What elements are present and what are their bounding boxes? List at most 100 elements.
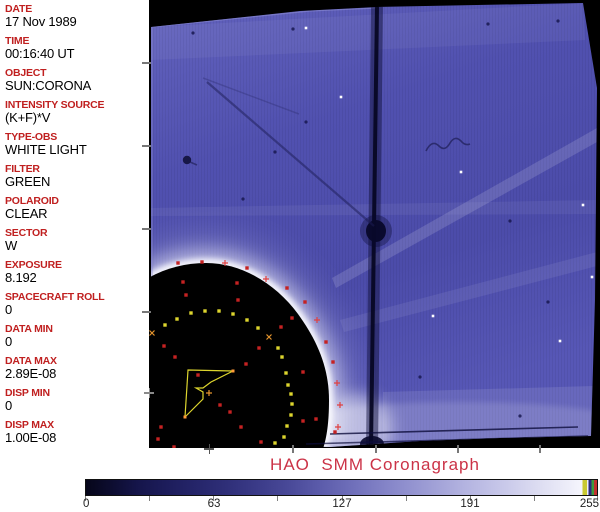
dark-speck xyxy=(241,197,245,201)
colorbar-label-255: 255 xyxy=(579,498,599,510)
bottom-axis-tick xyxy=(375,445,377,453)
field-value: WHITE LIGHT xyxy=(5,142,87,157)
field-time: TIME 00:16:40 UT xyxy=(5,36,149,61)
yellow-dot-marker xyxy=(217,309,221,313)
red-dot-marker xyxy=(324,340,328,344)
yellow-dot-marker xyxy=(163,323,167,327)
field-label: DATE xyxy=(5,3,33,15)
yellow-dot-marker xyxy=(273,441,277,445)
field-value: 00:16:40 UT xyxy=(5,46,75,61)
bottom-axis-tick xyxy=(292,445,294,453)
bottom-axis-tick xyxy=(457,445,459,453)
field-value: CLEAR xyxy=(5,206,48,221)
red-plus-marker xyxy=(263,276,269,282)
field-value: W xyxy=(5,238,18,253)
red-plus-marker xyxy=(314,317,320,323)
colorbar-label-191: 191 xyxy=(460,498,480,510)
field-label: SECTOR xyxy=(5,227,48,239)
field-value: 0 xyxy=(5,302,13,317)
red-plus-marker xyxy=(337,402,343,408)
field-type-obs: TYPE-OBS WHITE LIGHT xyxy=(5,132,149,157)
dust-blob-tail xyxy=(189,161,198,166)
left-axis-plus-tick xyxy=(148,388,150,398)
red-dot-marker xyxy=(239,425,243,429)
red-dot-marker xyxy=(257,346,261,350)
field-label: DATA MAX xyxy=(5,355,57,367)
pylon-foot xyxy=(360,436,384,447)
field-value: 17 Nov 1989 xyxy=(5,14,77,29)
dark-speck xyxy=(518,414,522,418)
red-dot-marker xyxy=(218,403,222,407)
dark-speck xyxy=(508,219,512,223)
dark-speck xyxy=(418,375,422,379)
field-object: OBJECT SUN:CORONA xyxy=(5,68,149,93)
field-label: OBJECT xyxy=(5,67,47,79)
pylon-blob xyxy=(366,220,386,242)
dark-speck xyxy=(291,27,295,31)
image-markers xyxy=(149,19,594,448)
field-date: DATE 17 Nov 1989 xyxy=(5,4,149,29)
field-disp-max: DISP MAX 1.00E-08 xyxy=(5,420,149,445)
field-label: TIME xyxy=(5,35,30,47)
field-spacecraft-roll: SPACECRAFT ROLL 0 xyxy=(5,292,149,317)
calibration-polygon xyxy=(184,369,234,419)
field-data-min: DATA MIN 0 xyxy=(5,324,149,349)
star-speck xyxy=(304,26,308,30)
red-plus-marker xyxy=(222,260,228,266)
bottom-axis-tick xyxy=(539,445,541,453)
red-plus-marker xyxy=(334,380,340,386)
dust-blob xyxy=(182,155,192,165)
field-sector: SECTOR W xyxy=(5,228,149,253)
yellow-dot-marker xyxy=(285,424,289,428)
orange-plus-marker xyxy=(206,390,212,396)
yellow-dot-marker xyxy=(290,402,294,406)
occulting-disk xyxy=(149,263,329,448)
intensity-colorbar xyxy=(85,479,598,496)
field-label: EXPOSURE xyxy=(5,259,62,271)
yellow-dot-marker xyxy=(289,413,293,417)
red-dot-marker xyxy=(331,360,335,364)
colorbar-label-63: 63 xyxy=(207,498,221,510)
orange-x-marker xyxy=(149,330,155,336)
star-speck xyxy=(459,170,463,174)
red-dot-marker xyxy=(301,370,305,374)
red-dot-marker xyxy=(285,286,289,290)
field-value: SUN:CORONA xyxy=(5,78,92,93)
dark-speck xyxy=(486,22,490,26)
yellow-dot-marker xyxy=(189,311,193,315)
field-value: (K+F)*V xyxy=(5,110,51,125)
yellow-dot-marker xyxy=(280,355,284,359)
red-plus-marker xyxy=(335,424,341,430)
yellow-dot-marker xyxy=(245,318,249,322)
orange-x-marker xyxy=(266,334,272,340)
field-label: DATA MIN xyxy=(5,323,53,335)
red-dot-marker xyxy=(173,355,177,359)
dark-speck xyxy=(273,150,277,154)
polygon-vertex-dot xyxy=(231,369,235,373)
diagonal-streak-faint xyxy=(202,77,300,115)
diagonal-streak xyxy=(206,81,375,227)
field-exposure: EXPOSURE 8.192 xyxy=(5,260,149,285)
yellow-dot-marker xyxy=(175,317,179,321)
red-dot-marker xyxy=(181,280,185,284)
bottom-axis-plus-tick xyxy=(208,444,210,454)
left-axis-tick xyxy=(142,311,151,313)
yellow-dot-marker xyxy=(256,326,260,330)
yellow-dot-marker xyxy=(286,383,290,387)
field-value: 1.00E-08 xyxy=(5,430,57,445)
frame-top-edge xyxy=(151,7,378,28)
red-dot-marker xyxy=(156,437,160,441)
red-dot-marker xyxy=(200,260,204,264)
field-label: INTENSITY SOURCE xyxy=(5,99,105,111)
red-dot-marker xyxy=(228,410,232,414)
star-speck xyxy=(581,203,585,207)
star-speck xyxy=(339,95,343,99)
red-dot-marker xyxy=(314,417,318,421)
metadata-sidebar: DATE 17 Nov 1989 TIME 00:16:40 UT OBJECT… xyxy=(0,0,149,512)
star-speck xyxy=(558,339,562,343)
page-title: HAO SMM Coronagraph xyxy=(270,455,480,474)
red-dot-marker xyxy=(290,316,294,320)
red-dot-marker xyxy=(172,445,176,448)
polygon-vertex-dot xyxy=(183,415,187,419)
coronagraph-scene xyxy=(149,3,597,448)
